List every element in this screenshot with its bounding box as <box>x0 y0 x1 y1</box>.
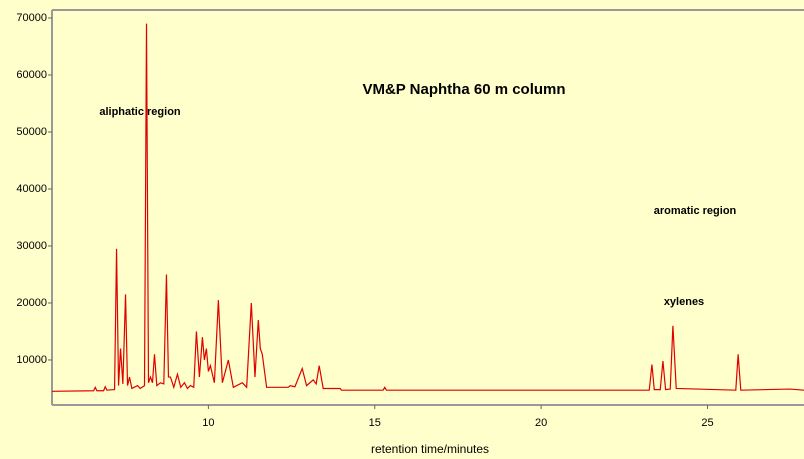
x-axis-label: retention time/minutes <box>371 442 489 456</box>
y-tick-label: 20000 <box>16 297 47 309</box>
annotation: xylenes <box>664 296 704 308</box>
y-tick-label: 70000 <box>16 12 47 24</box>
x-tick-label: 20 <box>535 417 547 429</box>
y-tick-label: 50000 <box>16 126 47 138</box>
y-tick-label: 30000 <box>16 240 47 252</box>
y-tick-label: 10000 <box>16 354 47 366</box>
line <box>51 23 804 392</box>
annotation: aromatic region <box>654 205 737 217</box>
chart-title: VM&P Naphtha 60 m column <box>362 81 565 98</box>
y-tick-label: 40000 <box>16 183 47 195</box>
x-tick-label: 15 <box>369 417 381 429</box>
x-tick-label: 10 <box>202 417 214 429</box>
x-tick-label: 25 <box>701 417 713 429</box>
y-tick-label: 60000 <box>16 69 47 81</box>
annotation: aliphatic region <box>99 106 181 118</box>
